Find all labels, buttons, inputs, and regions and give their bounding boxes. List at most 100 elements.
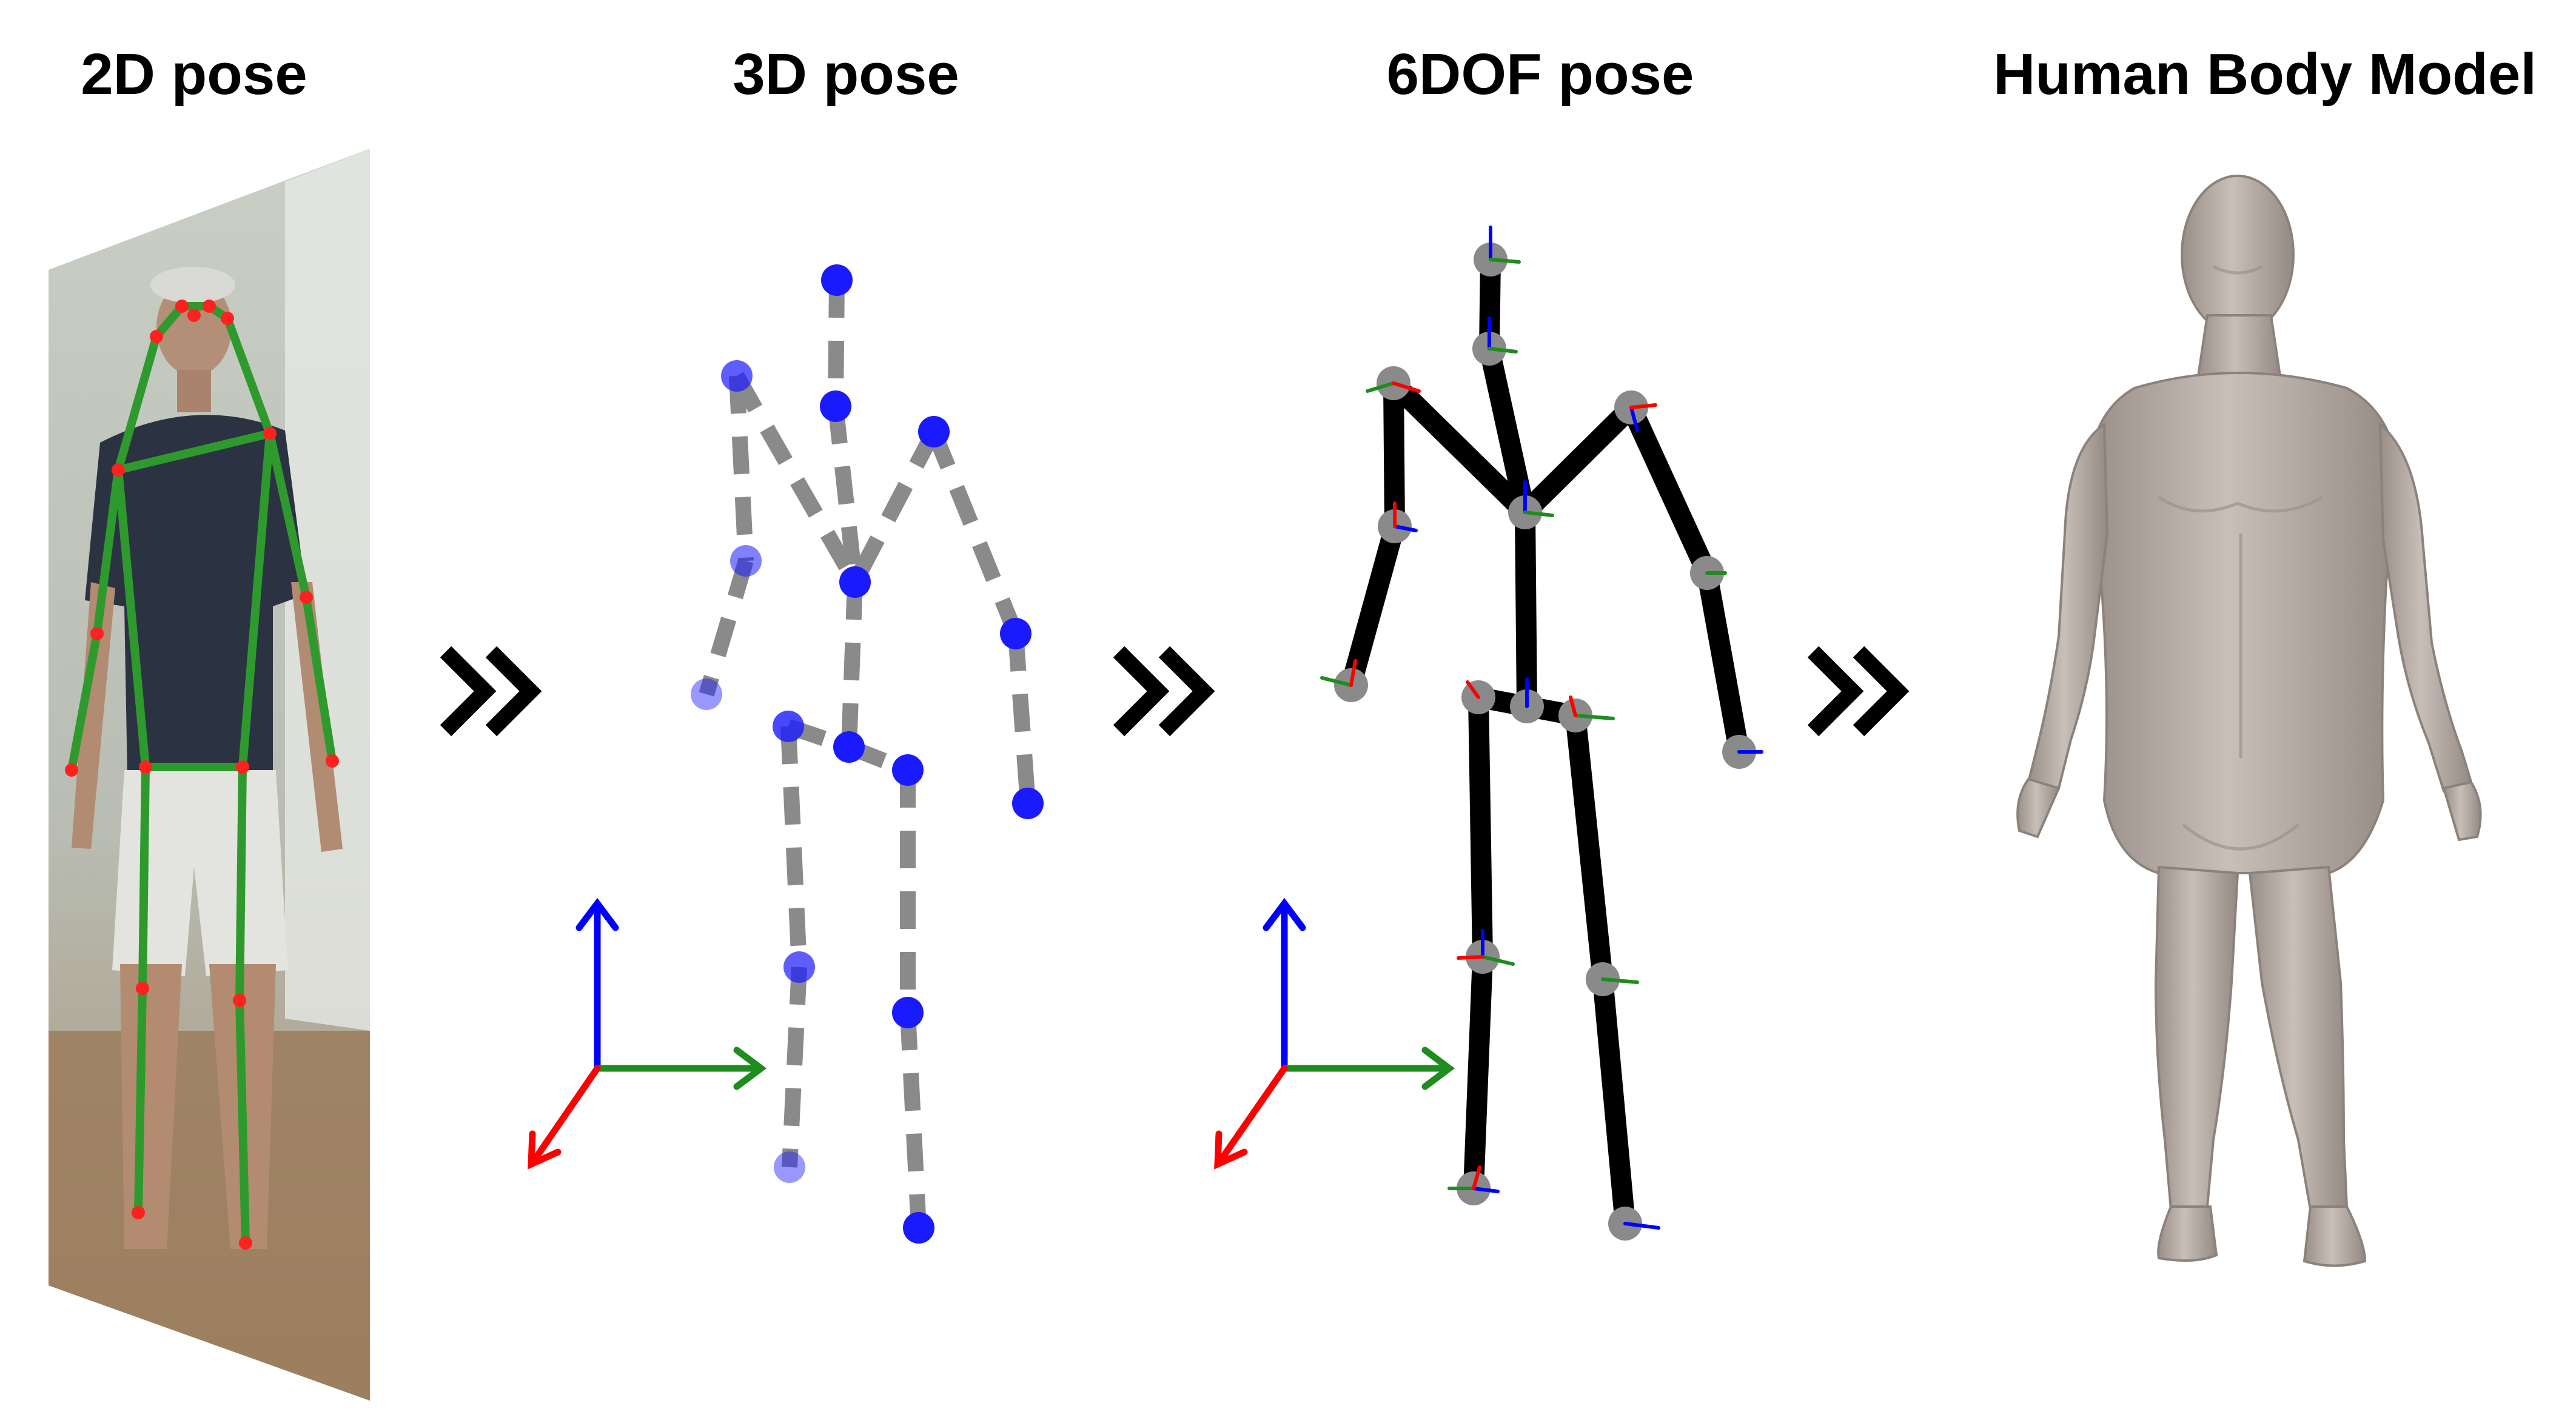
mesh-torso (2087, 372, 2400, 874)
bone-2d (114, 466, 150, 771)
joint-3d (1012, 788, 1044, 819)
bone-2d (67, 629, 101, 774)
joint-3d (918, 416, 950, 447)
joint-2d (221, 312, 234, 325)
bone-6dof (1383, 373, 1535, 523)
mesh-arm-left (2027, 422, 2109, 790)
bone-2d (138, 763, 150, 993)
joint-3d (783, 951, 815, 983)
title-3d-pose: 3D pose (733, 42, 959, 107)
photo-wall-right (285, 149, 370, 1031)
joint-3d (820, 390, 851, 422)
double-chevron-right-icon (1807, 646, 1910, 737)
person-neck (177, 370, 211, 412)
bone-6dof (1697, 563, 1749, 762)
bone-2d (93, 466, 122, 638)
joint-2d (187, 309, 201, 322)
bone-3d (848, 427, 941, 586)
bone-3d (828, 405, 863, 583)
joint-2d (65, 763, 78, 777)
bone-6dof (1468, 687, 1493, 967)
joint-2d (139, 760, 152, 774)
mesh-leg-left (2154, 865, 2239, 1211)
skeleton-3d-bones (699, 280, 1036, 1228)
joint-3d (774, 1151, 805, 1183)
bone-2d (223, 314, 274, 438)
title-2d-pose: 2D pose (81, 42, 307, 107)
panel-3d-pose (528, 264, 1044, 1244)
joint-3d (839, 566, 871, 598)
mesh-head (2181, 175, 2295, 335)
person-arm-left (72, 582, 115, 849)
joint-2d (90, 627, 104, 640)
bone-3d (926, 429, 1024, 637)
bone-3d (900, 1012, 927, 1228)
bone-3d (1008, 633, 1036, 804)
joint-3d (821, 264, 853, 296)
joint-3d (892, 997, 924, 1028)
bone-2d (235, 763, 247, 1005)
skeleton-6dof-joints (1334, 243, 1756, 1241)
xyz-axes-icon (1214, 897, 1455, 1170)
body-mesh-shading (2158, 265, 2324, 851)
joint-frames (1320, 226, 1763, 1230)
bone-6dof (1479, 338, 1535, 523)
mesh-hand-left (2016, 777, 2061, 839)
joint-2d (150, 330, 163, 343)
joint-3d (730, 545, 762, 577)
bone-6dof (1621, 397, 1717, 583)
bone-6dof (1463, 946, 1493, 1199)
photo-floor (49, 1031, 370, 1401)
panel-6dof-pose (1214, 226, 1763, 1241)
panel-human-body-model (2016, 175, 2482, 1267)
bone-2d (134, 984, 147, 1217)
skeleton-6dof-bones (1341, 249, 1749, 1234)
joint-2d (233, 994, 246, 1007)
bone-2d (238, 429, 274, 771)
mesh-foot-right (2303, 1205, 2367, 1267)
mesh-arm-right (2378, 421, 2473, 793)
bone-6dof (1565, 705, 1613, 990)
bone-2d (114, 429, 274, 474)
title-human-body-model: Human Body Model (1993, 42, 2537, 107)
bone-6dof (1515, 502, 1537, 717)
joint-3d (892, 754, 924, 786)
person-cap (150, 267, 235, 303)
person-arm-right (291, 582, 343, 852)
joint-3d (1000, 618, 1031, 649)
bone-3d (729, 375, 754, 561)
joint-2d (300, 591, 313, 604)
joint-3d (903, 1212, 934, 1244)
joint-3d (833, 731, 865, 763)
title-6dof-pose: 6DOF pose (1386, 42, 1694, 107)
bone-2d (235, 996, 250, 1247)
bone-3d (780, 726, 807, 968)
joint-3d (773, 711, 804, 742)
joint-3d (721, 360, 753, 392)
joint-2d (326, 754, 339, 768)
joint-2d (263, 427, 277, 440)
bone-3d (730, 372, 862, 586)
panel-2d-pose (49, 149, 370, 1401)
body-mesh (2016, 175, 2482, 1267)
bone-2d (302, 593, 337, 765)
bone-6dof (1515, 397, 1642, 523)
joint-2d (136, 982, 149, 995)
joint-2d (112, 463, 125, 477)
joint-2d (203, 300, 216, 313)
bone-3d (828, 280, 845, 407)
joint-2d (132, 1206, 145, 1219)
bone-6dof (1341, 516, 1405, 695)
joint-2d (239, 1236, 252, 1250)
bone-3d (782, 966, 807, 1168)
double-chevron-right-icon (1113, 646, 1215, 737)
mesh-hand-right (2442, 780, 2482, 842)
mesh-neck (2196, 314, 2282, 377)
bone-3d (699, 558, 754, 697)
skeleton-2d-joints (65, 300, 339, 1250)
joint-2d (236, 760, 249, 774)
mesh-leg-right (2248, 865, 2349, 1211)
joint-3d (691, 678, 722, 710)
joint-2d (175, 300, 189, 313)
